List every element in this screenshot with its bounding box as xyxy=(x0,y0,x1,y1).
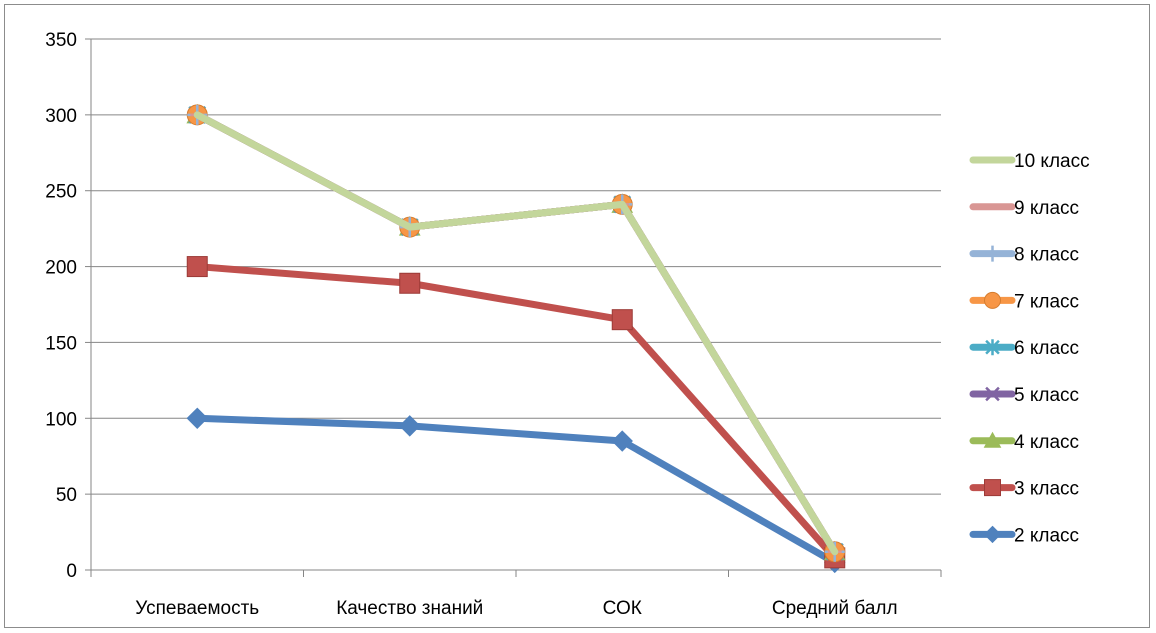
series-line-8-класс xyxy=(193,111,839,556)
legend-label-6-класс: 6 класс xyxy=(1014,338,1079,359)
series-line-10-класс xyxy=(193,111,839,556)
x-tick-label-4: Средний балл xyxy=(772,598,898,619)
series-line-4-класс xyxy=(193,111,839,556)
x-tick-label-1: Успеваемость xyxy=(135,598,259,619)
data-point-2-класс-1 xyxy=(186,407,208,429)
legend-label-4-класс: 4 класс xyxy=(1014,432,1079,453)
x-tick-label-3: СОК xyxy=(603,598,642,619)
y-tick-label-200: 200 xyxy=(45,258,77,279)
series-line-7-класс xyxy=(193,111,839,556)
y-tick-label-350: 350 xyxy=(45,30,77,51)
x-tick-label-2: Качество знаний xyxy=(336,598,483,619)
legend-marker-3-класс xyxy=(984,479,1001,497)
y-tick-label-0: 0 xyxy=(66,561,77,582)
series-line-3-класс xyxy=(193,263,839,562)
legend-marker-5-класс xyxy=(985,386,1000,402)
legend-label-7-класс: 7 класс xyxy=(1014,291,1079,312)
data-point-3-класс-3 xyxy=(611,309,633,331)
y-tick-label-50: 50 xyxy=(56,485,77,506)
data-point-3-класс-1 xyxy=(186,256,208,278)
y-tick-label-300: 300 xyxy=(45,106,77,127)
series-line-5-класс xyxy=(193,111,839,556)
series-line-2-класс xyxy=(193,414,839,566)
legend-label-2-класс: 2 класс xyxy=(1014,525,1079,546)
legend-label-8-класс: 8 класс xyxy=(1014,245,1079,266)
y-tick-label-100: 100 xyxy=(45,409,77,430)
y-tick-label-250: 250 xyxy=(45,182,77,203)
data-point-2-класс-2 xyxy=(399,415,421,437)
legend-marker-2-класс xyxy=(983,525,1002,544)
legend-marker-8-класс xyxy=(984,245,1001,262)
data-point-3-класс-2 xyxy=(399,272,421,294)
legend-label-3-класс: 3 класс xyxy=(1014,479,1079,500)
legend-label-9-класс: 9 класс xyxy=(1014,198,1079,219)
legend-marker-4-класс xyxy=(983,431,1002,448)
series-line-6-класс xyxy=(193,111,839,556)
legend-label-5-класс: 5 класс xyxy=(1014,385,1079,406)
legend-label-10-класс: 10 класс xyxy=(1014,151,1090,172)
series-line-9-класс xyxy=(193,111,839,556)
legend-marker-6-класс xyxy=(985,339,1000,356)
data-point-2-класс-3 xyxy=(611,430,633,452)
y-tick-label-150: 150 xyxy=(45,333,77,354)
legend-marker-7-класс xyxy=(984,291,1001,309)
